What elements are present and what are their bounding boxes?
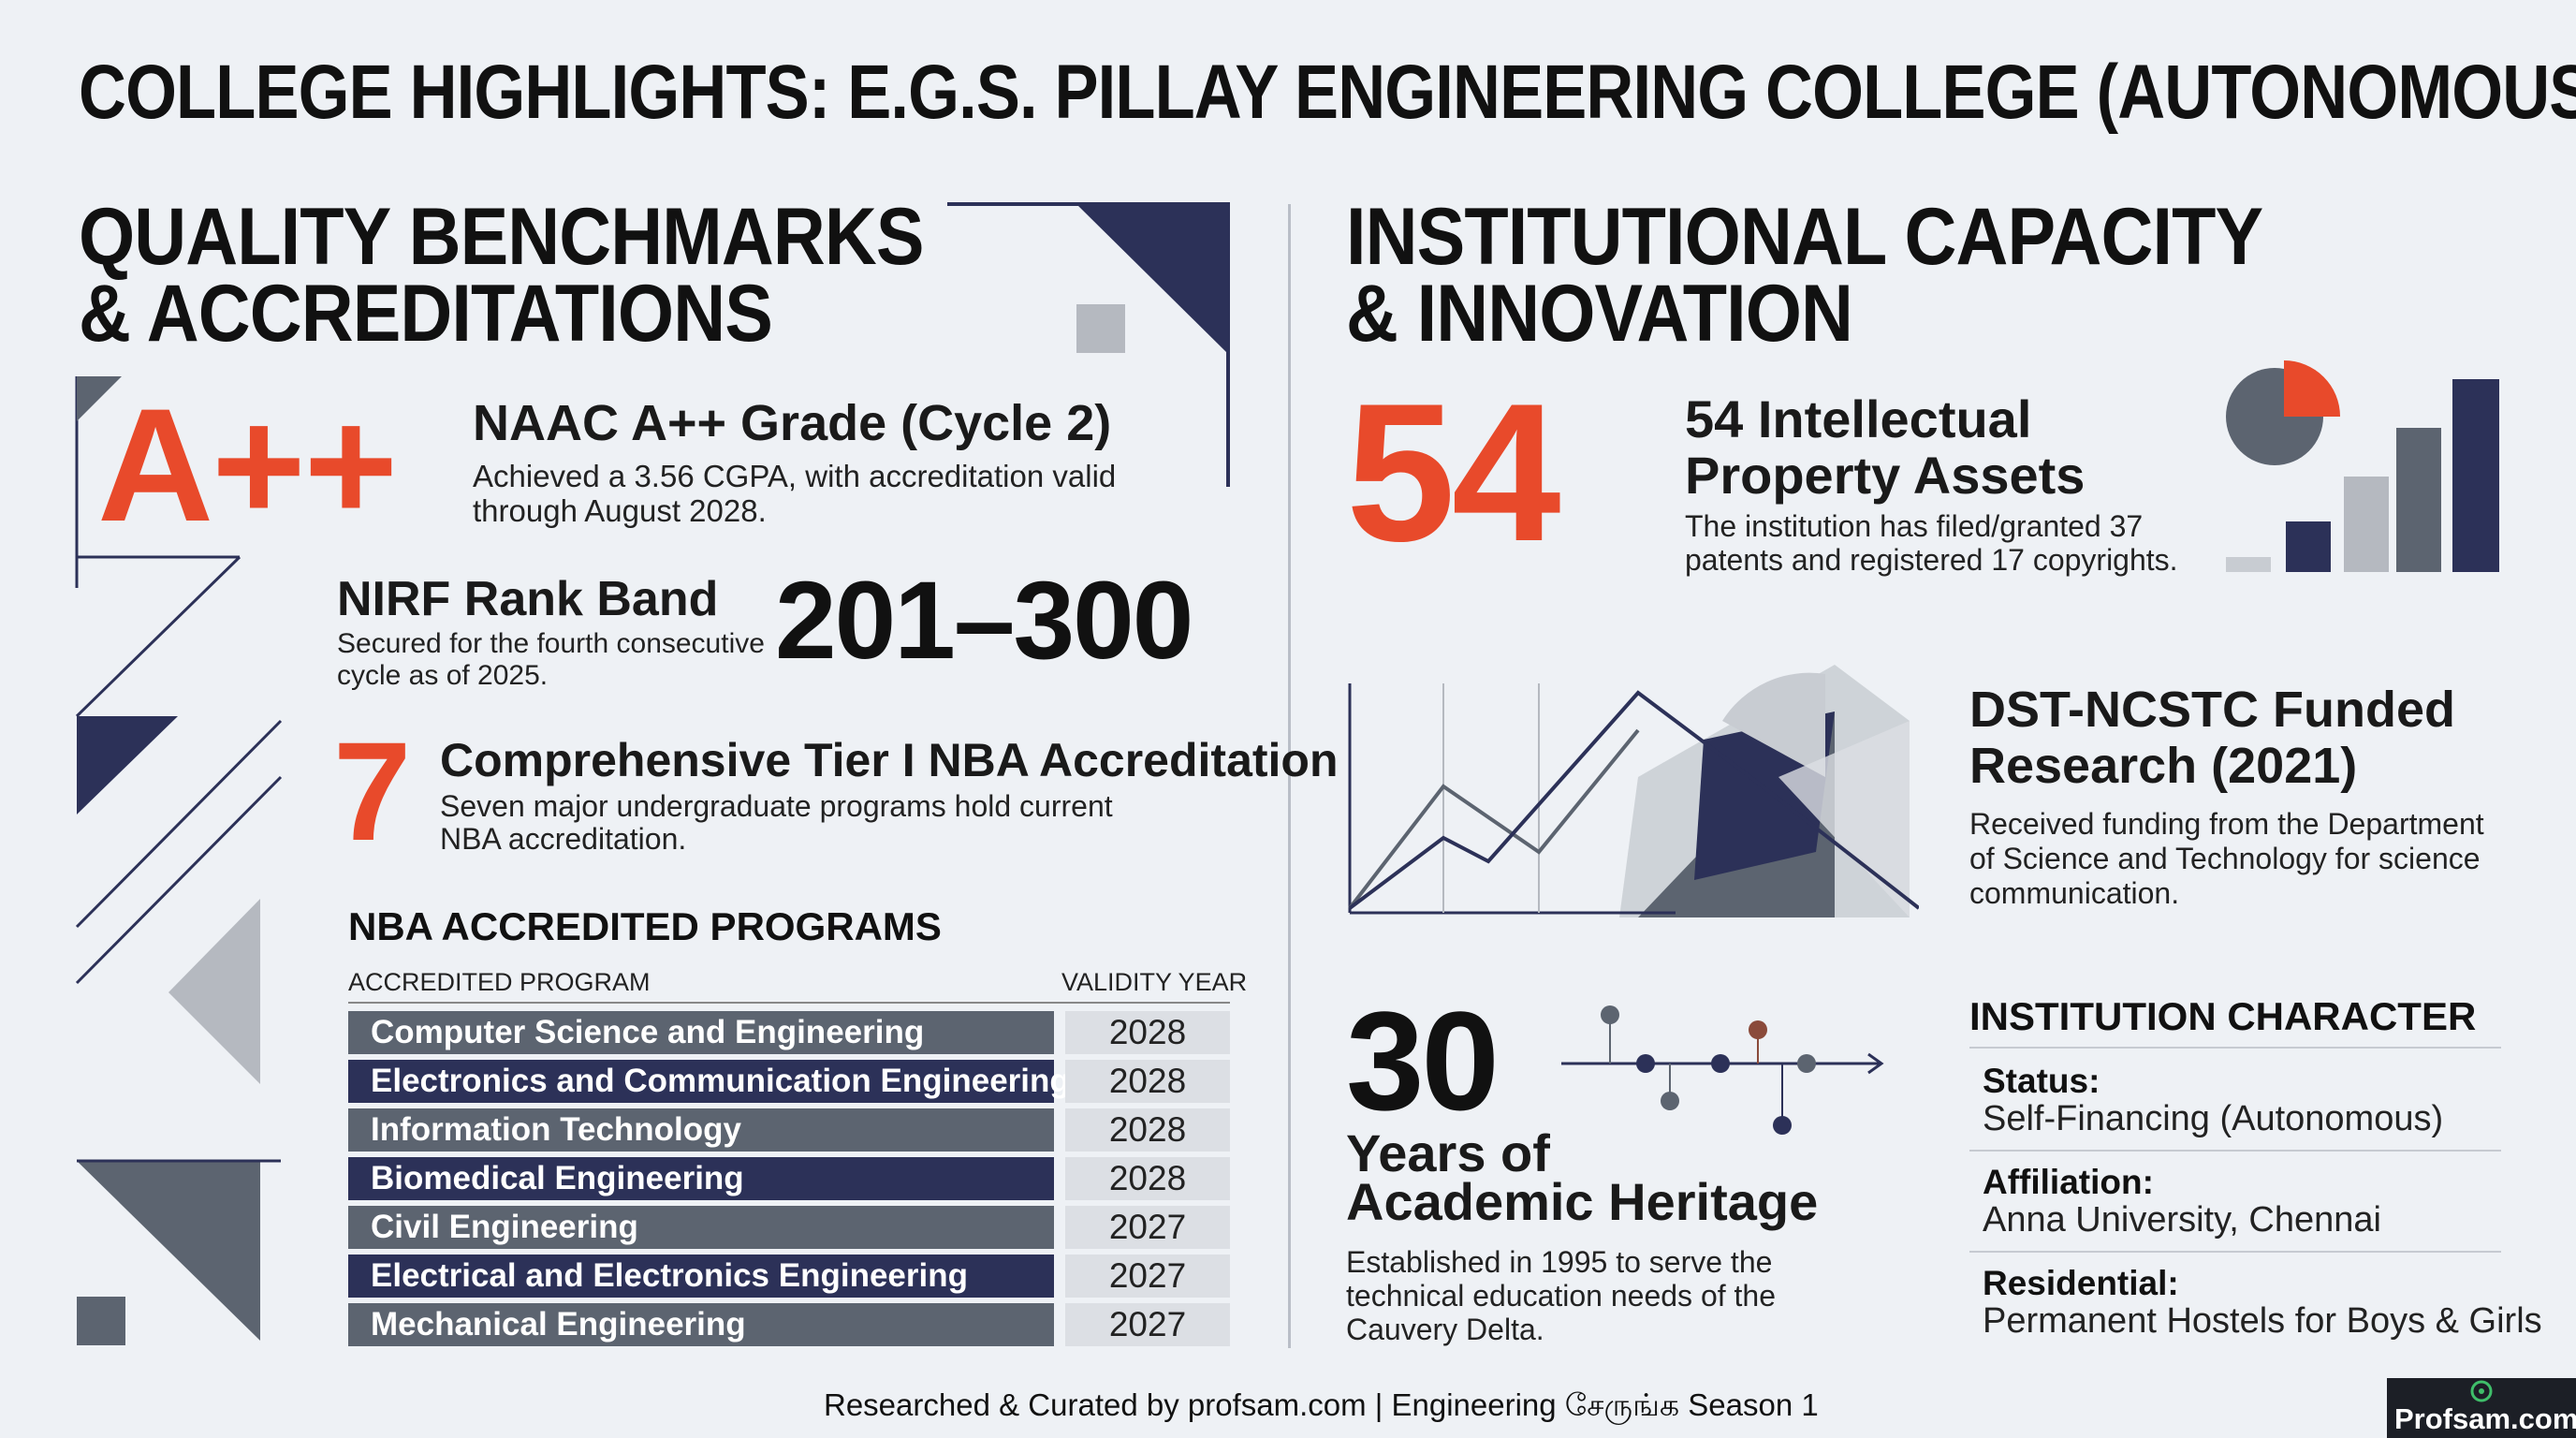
- ip-count: 54: [1346, 362, 1561, 582]
- table-row-year: 2028: [1065, 1108, 1230, 1152]
- left-heading-line2: & ACCREDITATIONS: [79, 269, 773, 359]
- nba-desc-line2: NBA accreditation.: [440, 822, 687, 856]
- right-heading-line2: & INNOVATION: [1346, 269, 1853, 359]
- nirf-rank-value: 201–300: [775, 559, 1193, 682]
- ip-description: The institution has filed/granted 37 pat…: [1685, 509, 2178, 577]
- col-header-year: VALIDITY YEAR: [1061, 968, 1248, 996]
- heritage-desc-line1: Established in 1995 to serve the: [1346, 1245, 1773, 1279]
- status-label: Status:: [1983, 1062, 2100, 1100]
- affiliation-value: Anna University, Chennai: [1983, 1200, 2381, 1240]
- table-row-year: 2028: [1065, 1060, 1230, 1103]
- ip-title: 54 Intellectual Property Assets: [1685, 391, 2085, 504]
- bar-chart-icon: [2226, 360, 2499, 572]
- dst-desc-line1: Received funding from the Department: [1969, 807, 2484, 841]
- naac-desc-line2: through August 2028.: [473, 493, 767, 528]
- table-row-program: Electrical and Electronics Engineering: [348, 1255, 1054, 1298]
- character-rule: [1969, 1150, 2501, 1152]
- nirf-description: Secured for the fourth consecutive cycle…: [337, 628, 765, 692]
- naac-title: NAAC A++ Grade (Cycle 2): [473, 395, 1112, 451]
- dst-desc-line3: communication.: [1969, 876, 2180, 910]
- gray-triangle-left: [168, 899, 260, 1084]
- diagonal-line-2: [75, 719, 283, 929]
- nba-description: Seven major undergraduate programs hold …: [440, 790, 1113, 856]
- navy-triangle-top: [1076, 204, 1228, 354]
- table-row-program: Mechanical Engineering: [348, 1303, 1054, 1346]
- logo-emblem-icon: [2470, 1380, 2493, 1402]
- table-row-program: Biomedical Engineering: [348, 1157, 1054, 1200]
- column-divider: [1288, 204, 1291, 1348]
- heritage-desc-line2: technical education needs of the: [1346, 1279, 1776, 1313]
- profsam-logo: Profsam.com: [2387, 1378, 2576, 1438]
- table-header-rule: [348, 1002, 1230, 1004]
- right-section-heading: INSTITUTIONAL CAPACITY & INNOVATION: [1346, 192, 2263, 359]
- table-row-program: Information Technology: [348, 1108, 1054, 1152]
- table-row-year: 2027: [1065, 1303, 1230, 1346]
- left-section-heading: QUALITY BENCHMARKS & ACCREDITATIONS: [79, 192, 924, 359]
- character-rule: [1969, 1047, 2501, 1049]
- nba-table-heading: NBA ACCREDITED PROGRAMS: [348, 904, 942, 948]
- nirf-title: NIRF Rank Band: [337, 572, 719, 626]
- nba-count: 7: [333, 712, 412, 870]
- naac-grade: A++: [97, 375, 398, 555]
- dst-title: DST-NCSTC Funded Research (2021): [1969, 682, 2455, 794]
- residential-value: Permanent Hostels for Boys & Girls: [1983, 1301, 2542, 1341]
- status-value: Self-Financing (Autonomous): [1983, 1099, 2444, 1138]
- table-row-program: Civil Engineering: [348, 1206, 1054, 1249]
- naac-desc-line1: Achieved a 3.56 CGPA, with accreditation…: [473, 459, 1117, 493]
- table-row-year: 2027: [1065, 1255, 1230, 1298]
- slate-square-bottom: [77, 1297, 125, 1345]
- left-heading-line1: QUALITY BENCHMARKS: [79, 192, 924, 282]
- nirf-desc-line1: Secured for the fourth consecutive: [337, 628, 765, 659]
- heritage-years: 30: [1346, 982, 1500, 1139]
- character-heading: INSTITUTION CHARACTER: [1969, 994, 2477, 1038]
- ip-title-line2: Property Assets: [1685, 446, 2086, 505]
- table-row-program: Computer Science and Engineering: [348, 1011, 1054, 1054]
- heritage-description: Established in 1995 to serve the technic…: [1346, 1245, 1776, 1346]
- naac-description: Achieved a 3.56 CGPA, with accreditation…: [473, 459, 1116, 528]
- timeline-icon: [1561, 1005, 1884, 1135]
- affiliation-label: Affiliation:: [1983, 1163, 2154, 1201]
- nba-desc-line1: Seven major undergraduate programs hold …: [440, 789, 1113, 823]
- nba-title: Comprehensive Tier I NBA Accreditation: [440, 734, 1339, 786]
- heritage-title-line2: Academic Heritage: [1346, 1172, 1819, 1231]
- col-header-program: ACCREDITED PROGRAM: [348, 968, 651, 996]
- diagonal-line-1: [75, 555, 242, 718]
- right-heading-line1: INSTITUTIONAL CAPACITY: [1346, 192, 2263, 282]
- heritage-title-line1: Years of: [1346, 1123, 1550, 1182]
- footer-credit: Researched & Curated by profsam.com | En…: [824, 1387, 1819, 1422]
- slate-corner-triangle: [77, 376, 122, 421]
- dst-desc-line2: of Science and Technology for science: [1969, 842, 2481, 875]
- logo-text[interactable]: Profsam.com: [2394, 1402, 2576, 1435]
- table-row-year: 2028: [1065, 1011, 1230, 1054]
- ip-desc-line2: patents and registered 17 copyrights.: [1685, 543, 2178, 577]
- table-row-program: Electronics and Communication Engineerin…: [348, 1060, 1070, 1103]
- trend-chart-illustration: [1348, 665, 1919, 917]
- page-title: COLLEGE HIGHLIGHTS: E.G.S. PILLAY ENGINE…: [79, 50, 2576, 135]
- navy-triangle-left: [77, 716, 178, 814]
- left-decorations: [75, 202, 1230, 1345]
- residential-label: Residential:: [1983, 1264, 2179, 1302]
- character-rule: [1969, 1251, 2501, 1253]
- ip-desc-line1: The institution has filed/granted 37: [1685, 509, 2144, 543]
- table-row-year: 2028: [1065, 1157, 1230, 1200]
- heritage-desc-line3: Cauvery Delta.: [1346, 1313, 1544, 1346]
- table-row-year: 2027: [1065, 1206, 1230, 1249]
- ip-title-line1: 54 Intellectual: [1685, 389, 2032, 448]
- slate-triangle-bottom: [77, 1161, 260, 1341]
- heritage-title: Years of Academic Heritage: [1346, 1123, 1819, 1231]
- diagonal-line-3: [75, 775, 283, 985]
- dst-title-line1: DST-NCSTC Funded: [1969, 682, 2455, 738]
- dst-description: Received funding from the Department of …: [1969, 807, 2484, 911]
- gray-square-top: [1076, 304, 1125, 353]
- nirf-desc-line2: cycle as of 2025.: [337, 660, 549, 691]
- dst-title-line2: Research (2021): [1969, 738, 2358, 794]
